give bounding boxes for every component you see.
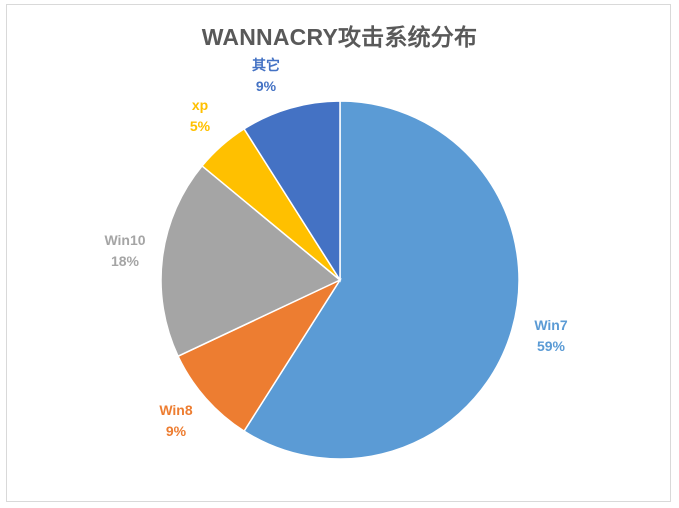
chart-title: WANNACRY攻击系统分布: [201, 24, 478, 50]
slice-value-label: 18%: [111, 253, 140, 269]
slice-category-label: 其它: [252, 57, 280, 73]
pie-labels: Win7 59% Win8 9% Win10 18% xp 5% 其它 9%: [104, 57, 567, 439]
pie-slice-Win7: [243, 100, 520, 460]
slice-category-label: Win7: [534, 317, 568, 333]
pie-slices: [160, 100, 520, 460]
pie-slice-Win10: [160, 164, 342, 358]
pie-slice-其它: [243, 100, 341, 283]
pie-slice-Win8: [177, 278, 343, 433]
slice-category-label: Win8: [159, 402, 193, 418]
slice-value-label: 59%: [537, 338, 566, 354]
slice-category-label: xp: [192, 97, 208, 113]
slice-value-label: 9%: [256, 78, 277, 94]
slice-value-label: 9%: [166, 423, 187, 439]
slice-category-label: Win10: [104, 232, 145, 248]
slice-value-label: 5%: [190, 118, 211, 134]
